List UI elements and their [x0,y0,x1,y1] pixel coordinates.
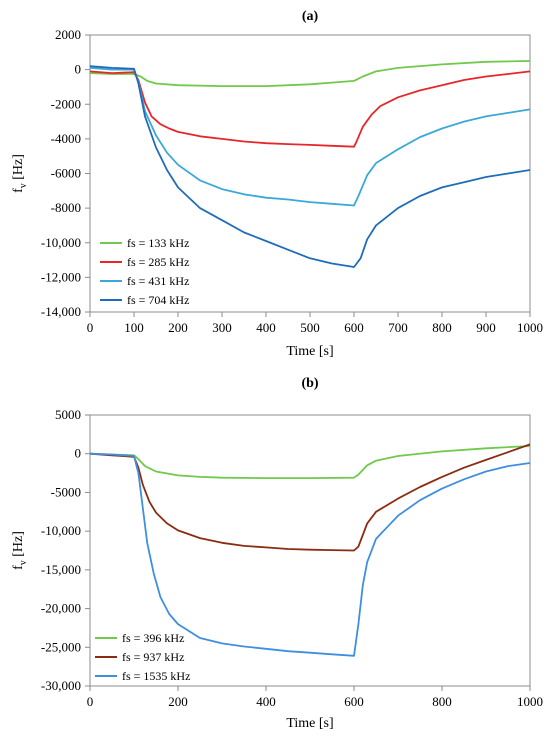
x-tick-label: 1000 [517,320,543,335]
y-tick-label: -30,000 [41,678,81,693]
series-line-2 [89,67,531,207]
legend-label: fs = 704 kHz [127,293,189,307]
x-axis-label: Time [s] [286,344,333,359]
plot-frame [89,414,531,687]
series-line-2 [89,452,531,657]
y-tick-label: -8000 [51,200,81,215]
y-tick-label: 5000 [55,407,81,422]
y-tick-label: -4000 [51,131,81,146]
y-tick-label: 0 [75,446,82,461]
y-tick-label: -10,000 [41,523,81,538]
x-tick-label: 200 [168,320,188,335]
chart-title: (b) [301,376,318,391]
y-axis-label-main: f [11,188,26,193]
y-axis-label: fv [Hz] [11,531,29,570]
legend-label: fs = 431 kHz [127,274,189,288]
x-tick-label: 500 [300,320,320,335]
chart-title: (a) [302,9,319,24]
y-tick-label: -5000 [51,484,81,499]
series-line-1 [89,70,531,148]
x-tick-label: 400 [256,320,276,335]
y-tick-label: -20,000 [41,601,81,616]
y-axis-label-sub: v [18,183,29,188]
chart-panel-a: (a) 0 100 200 300 400 500 600 700 800 900 1000 2000 0… [11,9,543,359]
legend-label: fs = 937 kHz [122,650,184,664]
y-tick-label: -14,000 [41,304,81,319]
y-tick-label: -15,000 [41,562,81,577]
series-line-3 [89,65,531,268]
x-tick-label: 0 [87,320,94,335]
y-axis-label-sub: v [18,560,29,565]
x-tick-label: 1000 [517,694,543,709]
y-tick-label: 0 [75,62,82,77]
x-tick-label: 100 [124,320,144,335]
series-line-0 [89,445,531,480]
y-axis-label-unit: [Hz] [11,531,26,560]
y-tick-label: -2000 [51,96,81,111]
y-axis-label-unit: [Hz] [11,154,26,183]
y-tick-label: -12,000 [41,269,81,284]
x-tick-label: 200 [168,694,188,709]
legend-label: fs = 1535 kHz [122,669,190,683]
x-tick-label: 400 [256,694,276,709]
legend-label: fs = 133 kHz [127,236,189,250]
series-line-0 [89,60,531,87]
x-axis-label: Time [s] [286,716,333,731]
x-tick-label: 900 [476,320,496,335]
legend-label: fs = 285 kHz [127,255,189,269]
x-tick-label: 300 [212,320,232,335]
y-tick-label: 2000 [55,27,81,42]
plot-frame [89,34,531,313]
series-line-1 [89,443,531,552]
y-axis-label-main: f [11,565,26,570]
x-tick-label: 700 [388,320,408,335]
y-axis-label: fv [Hz] [11,154,29,193]
y-tick-label: -6000 [51,166,81,181]
x-tick-label: 0 [87,694,94,709]
chart-panel-b: (b) 0 200 400 600 800 1000 5000 0 -5000 -10,000 -15… [11,376,543,731]
y-tick-label: -10,000 [41,235,81,250]
x-tick-label: 800 [432,694,452,709]
x-tick-label: 600 [344,694,364,709]
x-tick-label: 600 [344,320,364,335]
y-tick-label: -25,000 [41,639,81,654]
legend-label: fs = 396 kHz [122,631,184,645]
x-tick-label: 800 [432,320,452,335]
